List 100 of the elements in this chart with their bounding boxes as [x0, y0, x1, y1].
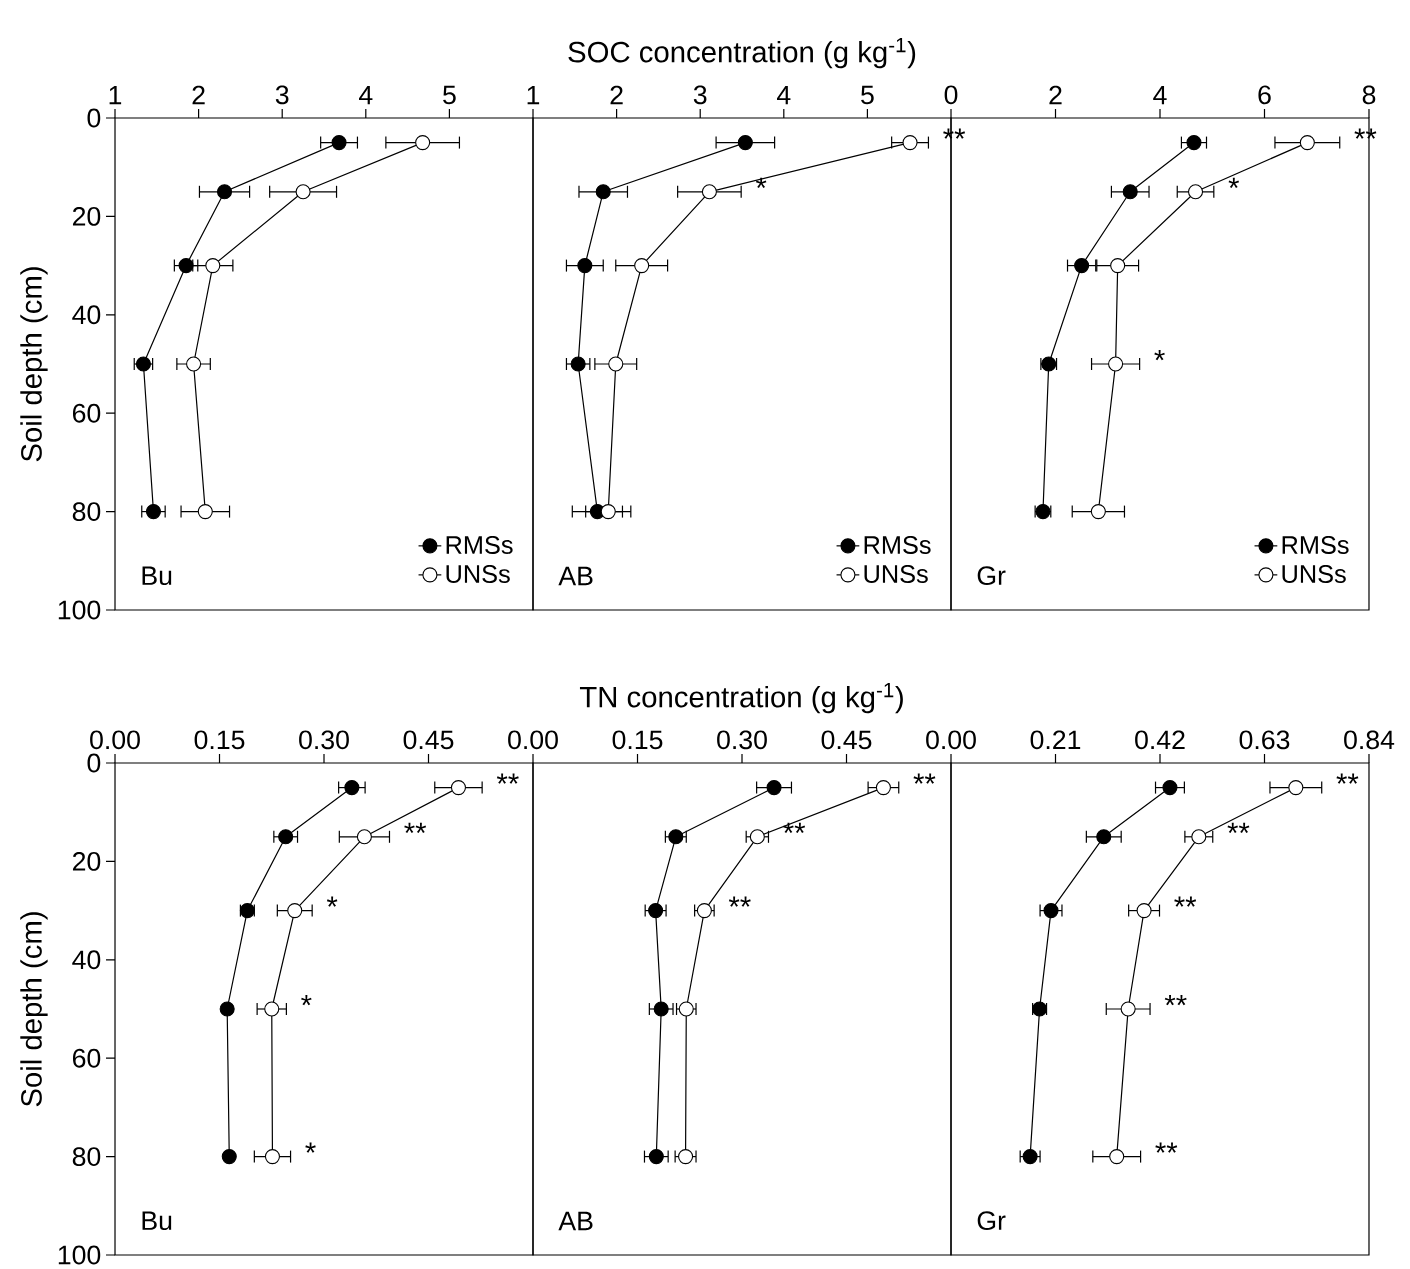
annotation: Gr [977, 566, 1006, 586]
point [648, 903, 664, 919]
y-axis-title: Soil depth (cm) [20, 912, 48, 1107]
point [219, 1001, 235, 1017]
annotation: * [326, 896, 338, 907]
x-tick-label: 0.00 [508, 730, 558, 750]
annotation: AB [558, 566, 593, 586]
point [344, 780, 360, 796]
point [264, 1001, 280, 1017]
legend-label: RMSs [1282, 536, 1349, 555]
annotation: * [305, 1142, 316, 1153]
point [875, 780, 891, 796]
x-tick-label: 8 [1362, 85, 1376, 105]
point [648, 1149, 664, 1165]
y-tick-label: 80 [72, 502, 101, 522]
point [450, 780, 466, 796]
point [1288, 780, 1304, 796]
point [1191, 829, 1207, 845]
point [701, 184, 717, 200]
point [1299, 135, 1315, 151]
x-axis-title: TN concentration (g kg$^{-1}$) [579, 683, 903, 714]
annotation: * [1154, 349, 1165, 361]
point [205, 258, 221, 274]
point [287, 903, 303, 919]
annotation: ** [783, 822, 806, 834]
y-tick-label: 20 [72, 852, 101, 871]
x-tick-label: 0.63 [1239, 730, 1290, 750]
point [608, 356, 624, 372]
legend-label: RMSs [864, 536, 931, 555]
point [600, 504, 616, 520]
point [264, 1149, 280, 1165]
legend-label: UNSs [446, 565, 510, 584]
annotation: Gr [977, 1211, 1006, 1231]
annotation: ** [404, 822, 427, 834]
x-tick-label: 0.84 [1344, 730, 1395, 750]
y-tick-label: 40 [72, 305, 101, 325]
annotation: ** [1164, 994, 1187, 1006]
point [1096, 829, 1112, 845]
y-tick-label: 100 [58, 1245, 101, 1265]
annotation: ** [1155, 1142, 1178, 1153]
annotation: ** [1227, 822, 1250, 834]
annotation: ** [1336, 773, 1359, 784]
point [197, 504, 213, 520]
point [749, 829, 765, 845]
point [1074, 258, 1090, 274]
annotation: * [755, 177, 767, 189]
x-tick-label: 0.15 [194, 730, 245, 750]
point [577, 258, 593, 274]
point [1043, 903, 1059, 919]
x-tick-label: 0.45 [403, 730, 454, 750]
point [634, 258, 650, 274]
point [1090, 504, 1106, 520]
x-tick-label: 4 [1153, 86, 1167, 105]
x-tick-label: 1 [109, 86, 122, 105]
point [331, 135, 347, 151]
annotation: Bu [142, 566, 172, 586]
y-tick-label: 60 [72, 1048, 101, 1068]
y-tick-label: 80 [72, 1147, 101, 1167]
x-tick-label: 0.30 [717, 730, 767, 750]
point [1187, 184, 1204, 200]
point [902, 135, 918, 151]
annotation: Bu [142, 1211, 172, 1231]
x-tick-label: 4 [359, 86, 373, 105]
x-tick-label: 3 [693, 85, 707, 105]
annotation: ** [496, 773, 519, 784]
point [653, 1001, 669, 1017]
point [145, 504, 161, 520]
annotation: * [301, 994, 312, 1006]
y-tick-label: 0 [87, 108, 101, 128]
y-tick-label: 60 [72, 403, 101, 423]
point [221, 1149, 237, 1165]
x-tick-label: 1 [527, 86, 540, 105]
point [1122, 184, 1138, 200]
x-tick-label: 0.42 [1135, 730, 1185, 750]
point [178, 258, 194, 274]
x-tick-label: 0.45 [821, 730, 872, 750]
x-tick-label: 0.21 [1030, 730, 1081, 750]
y-tick-label: 0 [87, 753, 101, 773]
y-axis-title: Soil depth (cm) [20, 267, 48, 462]
point [216, 184, 233, 200]
point [678, 1149, 694, 1165]
x-tick-label: 2 [610, 85, 623, 105]
x-tick-label: 0.15 [612, 730, 663, 750]
x-tick-label: 0 [944, 85, 958, 105]
x-tick-label: 0.00 [90, 730, 140, 750]
y-tick-label: 20 [72, 207, 101, 226]
x-axis-title: SOC concentration (g kg$^{-1}$) [568, 38, 916, 69]
x-tick-label: 0.30 [299, 730, 349, 750]
x-tick-label: 2 [1049, 85, 1062, 105]
annotation: ** [728, 896, 751, 907]
x-tick-label: 4 [777, 86, 791, 105]
point [1120, 1001, 1136, 1017]
point [1162, 780, 1178, 796]
point [1110, 258, 1126, 274]
y-tick-label: 100 [58, 600, 101, 620]
annotation: * [1228, 177, 1240, 189]
x-tick-label: 6 [1258, 85, 1271, 105]
point [1108, 356, 1124, 372]
point [766, 780, 782, 796]
point [186, 356, 202, 372]
